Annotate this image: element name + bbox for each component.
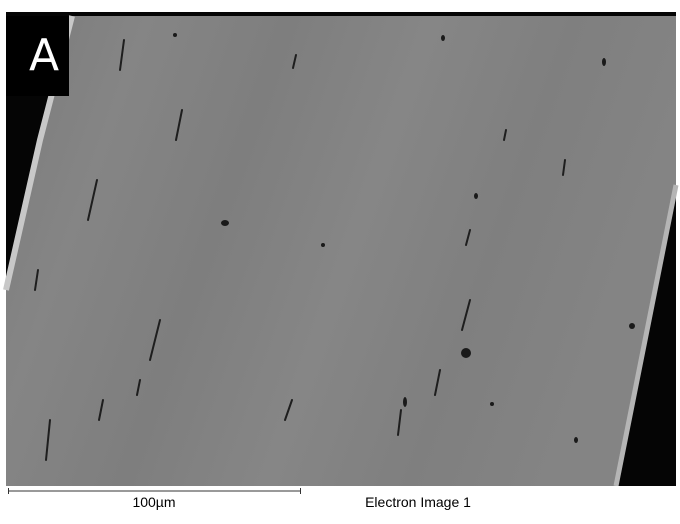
- sample-section: [6, 16, 676, 486]
- image-caption: Electron Image 1: [365, 494, 471, 510]
- info-bar: [0, 486, 680, 524]
- sample-edge-right: [613, 184, 679, 487]
- voids: [34, 39, 566, 461]
- pores: [173, 33, 635, 443]
- scale-bar-label: 100µm: [132, 494, 175, 510]
- panel-label: A: [29, 30, 59, 81]
- scale-bar: [8, 488, 301, 494]
- panel-label-box: [6, 16, 69, 96]
